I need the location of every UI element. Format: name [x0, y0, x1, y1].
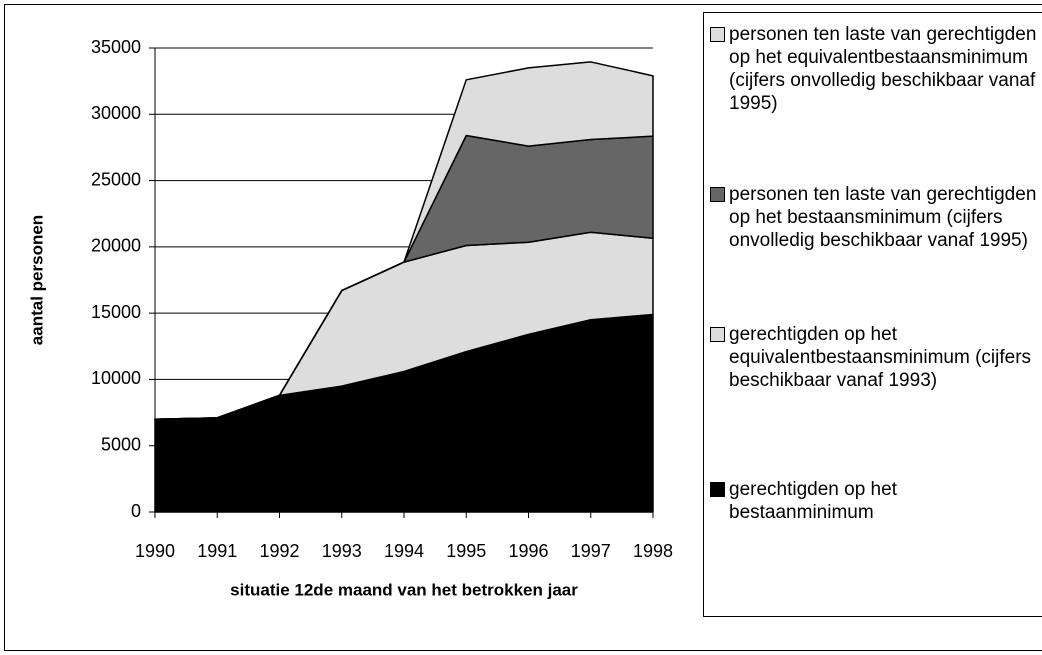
- legend-item: gerechtigden op het equivalentbestaansmi…: [710, 323, 1042, 392]
- x-tick-label: 1990: [135, 541, 175, 561]
- legend-label: gerechtigden op het bestaanminimum: [729, 479, 897, 523]
- y-tick-label: 10000: [91, 368, 141, 388]
- legend-item: personen ten laste van gerechtigden op h…: [710, 183, 1042, 252]
- legend-label: personen ten laste van gerechtigden op h…: [729, 184, 1037, 251]
- legend-swatch: [710, 27, 725, 42]
- y-tick-label: 35000: [91, 37, 141, 57]
- legend-label: personen ten laste van gerechtigden op h…: [729, 24, 1037, 114]
- y-tick-label: 15000: [91, 302, 141, 322]
- y-tick-label: 25000: [91, 169, 141, 189]
- x-tick-label: 1991: [197, 541, 237, 561]
- legend-item: gerechtigden op het bestaanminimum: [710, 478, 1042, 524]
- legend-swatch: [710, 482, 725, 497]
- area: [154, 61, 654, 420]
- y-tick-label: 0: [131, 501, 141, 521]
- y-axis-label: aantal personen: [27, 215, 46, 345]
- y-tick-label: 5000: [101, 434, 141, 454]
- chart-frame: [4, 4, 1042, 651]
- x-tick-label: 1997: [571, 541, 611, 561]
- legend-swatch: [710, 187, 725, 202]
- legend-item: personen ten laste van gerechtigden op h…: [710, 23, 1042, 115]
- x-tick-label: 1993: [322, 541, 362, 561]
- x-axis-label: situatie 12de maand van het betrokken ja…: [230, 580, 578, 599]
- x-tick-label: 1998: [633, 541, 673, 561]
- x-tick-label: 1996: [508, 541, 548, 561]
- y-tick-label: 30000: [91, 103, 141, 123]
- legend-label: gerechtigden op het equivalentbestaansmi…: [729, 324, 1032, 391]
- x-tick-label: 1994: [384, 541, 424, 561]
- x-tick-label: 1992: [259, 541, 299, 561]
- legend: personen ten laste van gerechtigden op h…: [703, 12, 1042, 617]
- y-tick-label: 20000: [91, 236, 141, 256]
- x-tick-label: 1995: [446, 541, 486, 561]
- legend-swatch: [710, 327, 725, 342]
